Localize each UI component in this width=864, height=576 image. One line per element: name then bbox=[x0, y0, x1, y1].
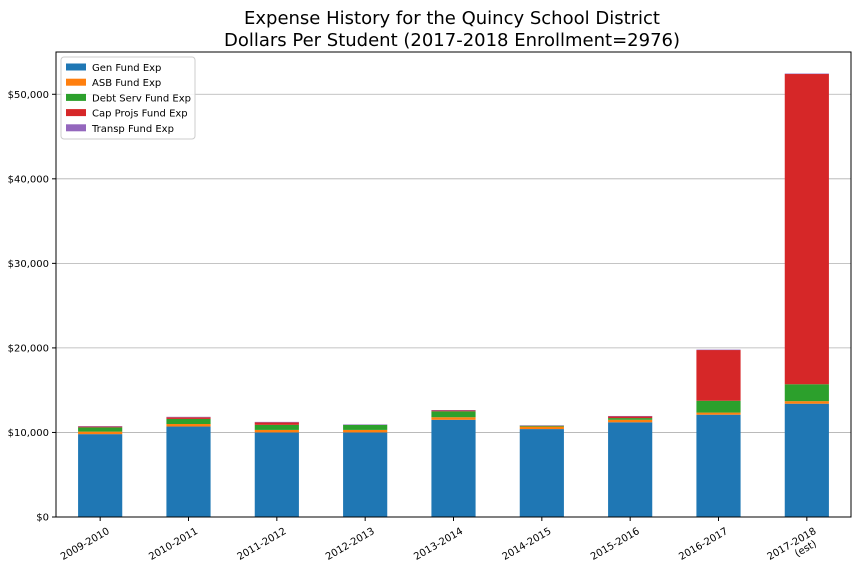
bar-segment bbox=[166, 418, 211, 424]
bar-segment bbox=[784, 384, 829, 402]
bar-segment bbox=[608, 418, 653, 420]
bar-segment bbox=[431, 419, 476, 517]
bar-segment bbox=[78, 434, 123, 517]
legend-label: Gen Fund Exp bbox=[92, 63, 161, 74]
legend: Gen Fund Exp ASB Fund Exp Debt Serv Fund E… bbox=[60, 56, 196, 140]
bar-segment bbox=[343, 424, 388, 425]
bar-segment bbox=[784, 73, 829, 385]
bar-segment bbox=[431, 417, 476, 420]
legend-label: Cap Projs Fund Exp bbox=[92, 109, 188, 120]
bar-segment bbox=[254, 421, 299, 423]
y-tick-label: $0 bbox=[36, 513, 49, 524]
bar-segment bbox=[254, 424, 299, 430]
bar-segment bbox=[696, 349, 741, 351]
legend-swatch bbox=[66, 124, 86, 132]
bar-segment bbox=[78, 427, 123, 432]
x-tick-label: 2014-2015 bbox=[501, 526, 554, 563]
x-tick-label: 2012-2013 bbox=[324, 526, 377, 563]
bar-segment bbox=[519, 429, 564, 517]
bar-segment bbox=[343, 424, 388, 430]
legend-label: Debt Serv Fund Exp bbox=[92, 93, 191, 104]
chart-subtitle: Dollars Per Student (2017-2018 Enrollmen… bbox=[223, 30, 681, 51]
y-tick-label: $50,000 bbox=[8, 90, 49, 101]
x-axis: 2009-2010 2010-2011 2011-2012 2012-2013 2013… bbox=[59, 517, 824, 572]
bars bbox=[78, 73, 829, 517]
bar-segment bbox=[608, 422, 653, 517]
y-tick-label: $20,000 bbox=[8, 343, 49, 354]
bar-segment bbox=[519, 426, 564, 430]
chart-title: Expense History for the Quincy School Di… bbox=[244, 8, 660, 29]
legend-swatch bbox=[66, 78, 86, 86]
bar-segment bbox=[696, 414, 741, 517]
bar-segment bbox=[431, 410, 476, 411]
y-tick-label: $40,000 bbox=[8, 174, 49, 185]
y-axis: $0 $10,000 $20,000 $30,000 $40,000 $50,000 bbox=[8, 90, 56, 524]
bar-segment bbox=[254, 429, 299, 433]
bar-segment bbox=[166, 417, 211, 419]
bar-segment bbox=[784, 73, 829, 75]
bar-segment bbox=[343, 429, 388, 433]
legend-swatch bbox=[66, 109, 86, 117]
legend-swatch bbox=[66, 93, 86, 101]
bar-segment bbox=[254, 422, 299, 425]
bar-segment bbox=[696, 400, 741, 413]
bar-segment bbox=[431, 410, 476, 412]
x-tick-label: 2009-2010 bbox=[59, 526, 112, 563]
bar-segment bbox=[696, 412, 741, 415]
bar-segment bbox=[696, 350, 741, 401]
x-tick-label: 2015-2016 bbox=[589, 526, 642, 563]
y-tick-label: $10,000 bbox=[8, 428, 49, 439]
bar-segment bbox=[519, 425, 564, 426]
x-tick-label: 2017-2018(est) bbox=[766, 526, 824, 572]
legend-swatch bbox=[66, 63, 86, 71]
bar-segment bbox=[431, 411, 476, 418]
bar-segment bbox=[784, 403, 829, 517]
bar-segment bbox=[784, 401, 829, 404]
bar-segment bbox=[254, 432, 299, 517]
y-tick-label: $30,000 bbox=[8, 259, 49, 270]
bar-segment bbox=[608, 416, 653, 419]
legend-label: ASB Fund Exp bbox=[92, 78, 161, 89]
bar-segment bbox=[78, 426, 123, 428]
bar-segment bbox=[78, 426, 123, 427]
x-tick-label: 2010-2011 bbox=[147, 526, 200, 563]
bar-segment bbox=[166, 424, 211, 427]
bar-segment bbox=[608, 419, 653, 423]
bar-segment bbox=[608, 415, 653, 417]
bar-segment bbox=[166, 426, 211, 517]
x-tick-label: 2016-2017 bbox=[677, 526, 730, 563]
bar-segment bbox=[343, 432, 388, 517]
legend-label: Transp Fund Exp bbox=[91, 124, 174, 135]
x-tick-label: 2013-2014 bbox=[412, 526, 465, 563]
bar-segment bbox=[519, 425, 564, 427]
legend-box bbox=[60, 56, 196, 140]
bar-segment bbox=[78, 431, 123, 435]
bar-segment bbox=[166, 416, 211, 418]
x-tick-label: 2011-2012 bbox=[236, 526, 289, 563]
